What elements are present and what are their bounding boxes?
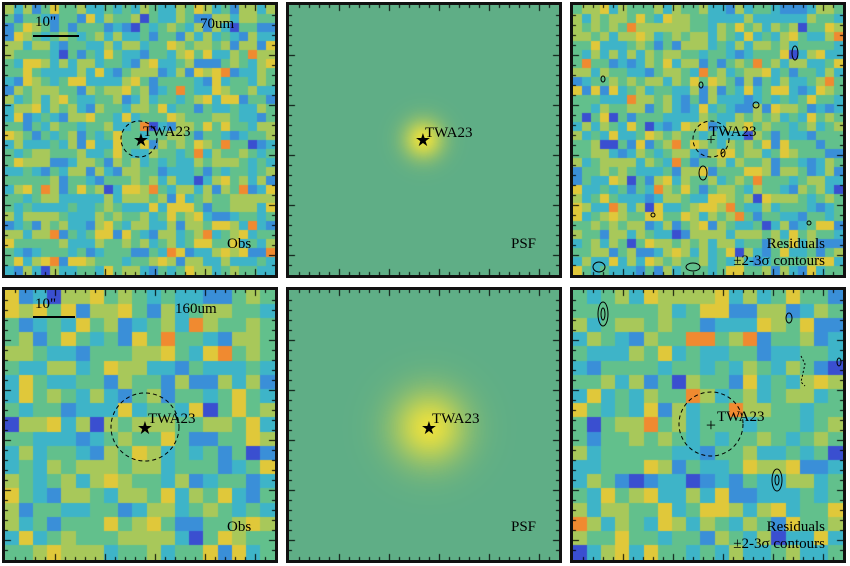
target-marker-overlay: ★ [110,392,180,462]
residual-contours [597,301,842,492]
residual-160um-panel: + TWA23 Residuals ±2-3σ contours [570,287,846,563]
residual-contours [592,45,812,273]
psf-label: PSF [511,236,537,252]
contours-label: ±2-3σ contours [733,536,825,552]
target-star-icon: ★ [415,130,431,150]
target-label: TWA23 [717,409,765,425]
tick-label: 15 [289,365,291,374]
target-label: TWA23 [143,124,191,140]
target-star-icon: ★ [137,418,153,438]
tick-label: 5 [289,503,291,508]
scale-bar-label: 10" [35,296,57,312]
target-star-icon: ★ [421,418,437,438]
aperture-circle [110,392,180,462]
obs-70um-panel: 10" 70um ★ TWA23 Obs [2,2,278,278]
psf-70um-image [289,5,559,275]
target-label: TWA23 [425,125,473,141]
scale-bar [33,316,75,318]
tick-label: 10 [289,204,291,213]
tick-label: 20 [289,297,291,306]
psf-160um-image [289,290,559,560]
psf-70um-panel: ★ TWA23 PSF 30 20 10 [286,2,562,278]
target-label: TWA23 [709,124,757,140]
scale-bar [33,35,79,37]
target-star-icon: ★ [133,130,149,150]
obs-160um-panel: 10" 160um ★ TWA23 Obs [2,287,278,563]
band-label: 160um [175,301,217,317]
residual-160um-image [573,290,843,560]
residual-70um-panel: + TWA23 Residuals ±2-3σ contours [570,2,846,278]
psf-160um-panel: ★ TWA23 PSF 20 15 10 5 [286,287,562,563]
obs-label: Obs [227,519,252,535]
target-marker-overlay: ★ [421,418,437,438]
band-label: 70um [200,16,235,32]
tick-label: 30 [289,52,291,61]
obs-label: Obs [227,236,252,252]
psf-label: PSF [511,519,537,535]
target-marker-overlay: ★ [120,120,158,158]
tick-label: 20 [289,128,291,137]
contour-overlay: + [592,45,812,273]
residuals-label: Residuals [766,519,825,535]
aperture-circle [120,120,158,158]
aperture-circle [678,391,744,457]
target-label: TWA23 [432,411,480,427]
obs-160um-image [5,290,275,560]
aperture-circle [692,120,730,158]
residuals-label: Residuals [766,236,825,252]
tick-label: 10 [289,433,291,442]
target-cross-icon: + [706,132,715,149]
contour-overlay: + [597,301,842,492]
scale-bar-label: 10" [35,14,57,30]
target-cross-icon: + [706,415,716,435]
contours-label: ±2-3σ contours [733,253,825,269]
obs-70um-image [5,5,275,275]
target-marker-overlay: ★ [415,130,431,150]
target-label: TWA23 [148,411,196,427]
